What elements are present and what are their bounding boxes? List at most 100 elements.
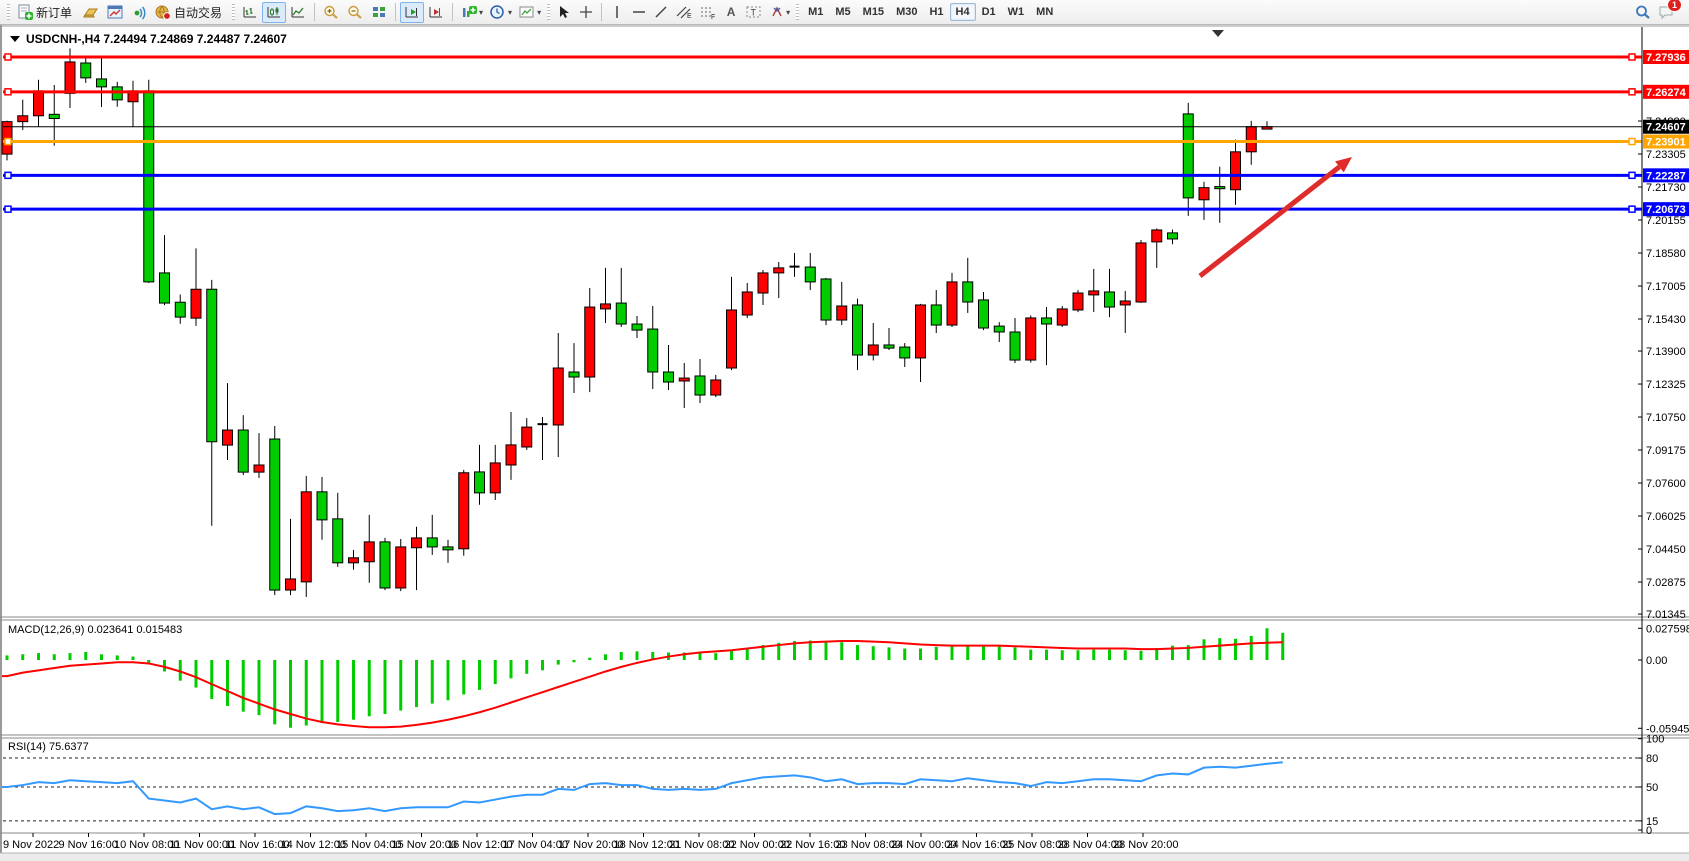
add-indicator-button[interactable]: ▾ <box>457 2 486 23</box>
price-badge <box>1643 202 1689 217</box>
price-tick-label: 7.21730 <box>1646 182 1686 194</box>
line-anchor-handle[interactable] <box>4 53 12 61</box>
tf-h1-button[interactable]: H1 <box>929 6 944 18</box>
toolbar-grip[interactable] <box>547 4 551 20</box>
cursor-tool-button[interactable] <box>553 2 575 23</box>
price-tick-label: 7.09175 <box>1646 445 1686 457</box>
tf-m15-button[interactable]: M15 <box>862 6 885 18</box>
price-badge-label: 7.26274 <box>1646 87 1687 99</box>
time-axis-label: 9 Nov 16:00 <box>59 839 118 851</box>
separator <box>395 3 397 21</box>
templates-button[interactable]: ▾ <box>515 2 544 23</box>
chart-shift-marker[interactable] <box>1212 30 1224 37</box>
time-axis-label: 11 Nov 16:00 <box>225 839 290 851</box>
svg-text:E: E <box>687 13 692 20</box>
candle-body <box>1041 317 1052 325</box>
line-anchor-handle[interactable] <box>4 205 12 213</box>
chart-canvas[interactable]: 7.248807.233057.217307.201557.185807.170… <box>0 25 1689 861</box>
channel-tool-button[interactable]: E <box>672 2 696 23</box>
price-badge-label: 7.24607 <box>1646 122 1686 134</box>
tf-mn-button[interactable]: MN <box>1036 6 1054 18</box>
candle-body <box>710 379 722 396</box>
text-label-tool-button[interactable]: T <box>742 2 766 23</box>
zoom-in-button[interactable] <box>319 2 343 23</box>
line-anchor-handle[interactable] <box>1628 171 1636 180</box>
line-anchor-handle[interactable] <box>1628 205 1636 213</box>
bar-chart-mode-button[interactable] <box>238 2 262 23</box>
candle-body <box>1182 113 1194 199</box>
search-button[interactable] <box>1631 2 1655 23</box>
search-icon <box>1636 5 1650 19</box>
time-axis-label: 21 Nov 08:00 <box>669 839 734 851</box>
market-watch-button[interactable] <box>79 2 103 23</box>
text-tool-button[interactable]: A <box>720 2 742 23</box>
auto-trading-icon <box>155 5 171 20</box>
price-tick-label: 7.17005 <box>1646 281 1686 293</box>
line-anchor-handle[interactable] <box>1628 88 1636 96</box>
time-axis-label: 17 Nov 20:00 <box>558 839 623 851</box>
line-anchor-handle[interactable] <box>4 171 12 180</box>
time-axis-label: 28 Nov 20:00 <box>1113 839 1178 851</box>
trend-arrow-line[interactable] <box>1198 164 1341 278</box>
templates-icon <box>519 6 534 18</box>
line-anchor-handle[interactable] <box>1628 137 1636 146</box>
tf-m30-button[interactable]: M30 <box>896 6 918 18</box>
candle-body <box>663 371 674 383</box>
candle-body <box>379 541 391 589</box>
candle-body <box>552 367 564 426</box>
chart-title-collapse-icon[interactable] <box>10 36 20 42</box>
chart-shift-button[interactable] <box>424 2 448 23</box>
clock-icon <box>490 5 504 19</box>
price-tick-label: 7.06025 <box>1646 511 1686 523</box>
fibonacci-tool-button[interactable]: F <box>696 2 720 23</box>
separator <box>452 3 454 21</box>
candlestick-mode-button[interactable] <box>262 1 287 23</box>
separator <box>314 3 316 21</box>
tf-m1-button[interactable]: M1 <box>808 6 824 18</box>
candle-body <box>300 491 312 583</box>
tf-d1-button[interactable]: D1 <box>981 6 996 18</box>
line-anchor-handle[interactable] <box>1628 53 1636 61</box>
trend-arrow-head[interactable] <box>1335 157 1352 173</box>
periods-button[interactable]: ▾ <box>486 2 515 23</box>
trendline-tool-button[interactable] <box>650 2 672 23</box>
vline-tool-button[interactable] <box>606 2 628 23</box>
line-chart-mode-button[interactable] <box>286 2 310 23</box>
candle-body <box>190 288 202 319</box>
time-axis-label: 15 Nov 04:00 <box>336 839 401 851</box>
signals-button[interactable] <box>127 2 151 23</box>
auto-trading-button[interactable]: 自动交易 <box>151 2 229 23</box>
price-badge-label: 7.23901 <box>1646 137 1686 149</box>
crosshair-tool-button[interactable] <box>575 2 597 23</box>
price-tick-label: 7.13900 <box>1646 346 1686 358</box>
tf-h4-button[interactable]: H4 <box>949 3 976 21</box>
notifications-button[interactable]: 1 <box>1655 0 1682 23</box>
tf-w1-button[interactable]: W1 <box>1007 6 1025 18</box>
new-order-button[interactable]: 新订单 <box>13 2 79 23</box>
candle-body <box>1198 187 1210 201</box>
line-anchor-handle[interactable] <box>4 137 12 146</box>
price-badge-label: 7.22287 <box>1646 170 1686 182</box>
rsi-axis-label: 50 <box>1646 782 1658 794</box>
toolbar-grip[interactable] <box>232 4 236 20</box>
candle-body <box>757 272 769 294</box>
chart-window-button[interactable] <box>103 2 127 23</box>
time-axis-label: 11 Nov 00:00 <box>170 839 235 851</box>
tf-m5-button[interactable]: M5 <box>835 6 851 18</box>
arrows-tool-button[interactable]: ▾ <box>766 2 793 23</box>
price-tick-label: 7.02875 <box>1646 577 1686 589</box>
line-anchor-handle[interactable] <box>4 88 12 96</box>
dropdown-arrow-icon: ▾ <box>786 7 791 17</box>
candle-body <box>159 272 170 304</box>
text-label-icon: T <box>746 6 761 18</box>
toolbar-grip[interactable] <box>796 4 800 20</box>
zoom-out-button[interactable] <box>343 2 367 23</box>
candle-body <box>631 323 643 331</box>
hline-tool-button[interactable] <box>628 2 650 23</box>
candle-body <box>741 291 753 316</box>
tile-windows-button[interactable] <box>367 2 391 23</box>
auto-scroll-button[interactable] <box>400 1 425 23</box>
dropdown-arrow-icon: ▾ <box>479 7 484 17</box>
time-axis-label: 24 Nov 00:00 <box>891 839 956 851</box>
toolbar-grip[interactable] <box>7 4 10 20</box>
